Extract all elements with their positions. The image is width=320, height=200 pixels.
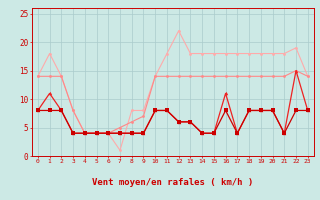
X-axis label: Vent moyen/en rafales ( km/h ): Vent moyen/en rafales ( km/h ) [92,178,253,187]
